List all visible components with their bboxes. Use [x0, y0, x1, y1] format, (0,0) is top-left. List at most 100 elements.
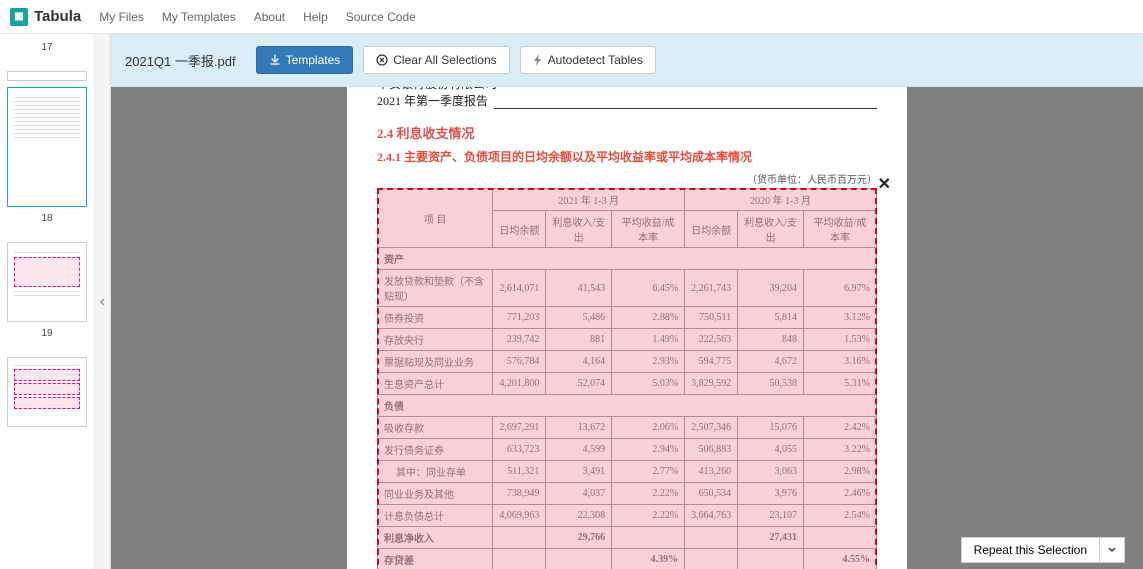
table-row: 生息资产总计4,201,80052,0745.03%3,829,59250,53…: [378, 373, 877, 395]
cell: 4,037: [546, 483, 612, 505]
thumb-page-num: 18: [6, 213, 88, 224]
templates-button[interactable]: Templates: [256, 46, 354, 74]
thumb-20[interactable]: [7, 357, 87, 427]
main: 17 18 19 2021Q1 一季报: [0, 34, 1143, 569]
cell: 2.54%: [803, 505, 876, 527]
thumb-19[interactable]: [7, 242, 87, 322]
cell: 511,321: [493, 461, 546, 483]
brand-icon: ▦: [10, 8, 28, 26]
thumb-selection-preview: [14, 369, 80, 381]
nav-about[interactable]: About: [254, 10, 285, 24]
row-label: 存贷差: [378, 549, 493, 569]
th-item: 项 目: [378, 189, 493, 248]
table-row: 债券投资771,2035,4862.88%750,5115,8143.12%: [378, 307, 877, 329]
row-label: 票据贴现及同业业务: [378, 351, 493, 373]
th-rate: 平均收益/成本率: [803, 211, 876, 248]
thumb-18[interactable]: [7, 87, 87, 207]
row-label: 资产: [378, 248, 877, 270]
cell: [685, 527, 738, 549]
cell: 3,491: [546, 461, 612, 483]
cell: 2.98%: [803, 461, 876, 483]
cell: 29,766: [546, 527, 612, 549]
selection-region[interactable]: ✕ 项 目 2021 年 1-3 月 2020 年 1-3 月 日均余额 利息收…: [377, 188, 877, 569]
cell: 4.55%: [803, 549, 876, 569]
autodetect-label: Autodetect Tables: [548, 53, 643, 67]
cell: 4.39%: [612, 549, 685, 569]
sidebar-splitter[interactable]: [95, 34, 111, 569]
nav-help[interactable]: Help: [303, 10, 328, 24]
doc-header: 平安银行股份有限公司 2021 年第一季度报告 2.4 利息收支情况 2.4.1…: [377, 87, 877, 186]
cell: 881: [546, 329, 612, 351]
cell: 1.49%: [612, 329, 685, 351]
toolbar: 2021Q1 一季报.pdf Templates Clear All Selec…: [111, 34, 1143, 87]
cell: 52,074: [546, 373, 612, 395]
cell: 5.31%: [803, 373, 876, 395]
th-intinc: 利息收入/支出: [738, 211, 804, 248]
thumb-page-num: 17: [6, 42, 88, 53]
repeat-selection-dropdown[interactable]: [1100, 537, 1125, 563]
cell: 41,543: [546, 270, 612, 307]
row-label: 存放央行: [378, 329, 493, 351]
pdf-page: 平安银行股份有限公司 2021 年第一季度报告 2.4 利息收支情况 2.4.1…: [347, 87, 907, 569]
cell: 771,203: [493, 307, 546, 329]
cell: 27,431: [738, 527, 804, 549]
cell: 2,261,743: [685, 270, 738, 307]
sub-title: 2.4.1 主要资产、负债项目的日均余额以及平均收益率或平均成本率情况: [377, 148, 877, 165]
pdf-viewer[interactable]: 平安银行股份有限公司 2021 年第一季度报告 2.4 利息收支情况 2.4.1…: [111, 87, 1143, 569]
thumb-17[interactable]: [7, 71, 87, 81]
row-label: 其中：同业存单: [378, 461, 493, 483]
caret-down-icon: [1108, 547, 1116, 553]
table-row: 利息净收入29,76627,431: [378, 527, 877, 549]
row-label: 负债: [378, 395, 877, 417]
repeat-selection-button[interactable]: Repeat this Selection: [961, 537, 1100, 563]
cell: [493, 549, 546, 569]
cell: 3,829,592: [685, 373, 738, 395]
table-row: 发放贷款和垫款（不含贴现）2,614,07141,5436.45%2,261,7…: [378, 270, 877, 307]
row-label: 同业业务及其他: [378, 483, 493, 505]
cell: 2,507,346: [685, 417, 738, 439]
cell: 576,784: [493, 351, 546, 373]
th-rate: 平均收益/成本率: [612, 211, 685, 248]
cell: 1.53%: [803, 329, 876, 351]
cell: 848: [738, 329, 804, 351]
cell: [612, 527, 685, 549]
cell: 2.42%: [803, 417, 876, 439]
table-row: 票据贴现及同业业务576,7844,1642.93%594,7754,6723.…: [378, 351, 877, 373]
cell: [803, 527, 876, 549]
nav-my-templates[interactable]: My Templates: [162, 10, 236, 24]
th-period1: 2021 年 1-3 月: [493, 189, 685, 211]
doc-underline: [494, 108, 877, 109]
thumb-selection-preview: [14, 397, 80, 409]
cell: 413,260: [685, 461, 738, 483]
cell: 39,204: [738, 270, 804, 307]
cell: [738, 549, 804, 569]
autodetect-button[interactable]: Autodetect Tables: [520, 46, 656, 74]
cell: 2.22%: [612, 505, 685, 527]
cell: 3.12%: [803, 307, 876, 329]
table-row: 负债: [378, 395, 877, 417]
nav-source[interactable]: Source Code: [346, 10, 416, 24]
clear-label: Clear All Selections: [393, 53, 496, 67]
nav-my-files[interactable]: My Files: [99, 10, 144, 24]
clear-icon: [376, 54, 388, 66]
cell: 4,672: [738, 351, 804, 373]
data-table: 项 目 2021 年 1-3 月 2020 年 1-3 月 日均余额 利息收入/…: [377, 188, 877, 569]
row-label: 发行债务证券: [378, 439, 493, 461]
cell: 3,063: [738, 461, 804, 483]
brand[interactable]: ▦ Tabula: [10, 8, 81, 26]
row-label: 债券投资: [378, 307, 493, 329]
close-icon[interactable]: ✕: [878, 174, 891, 194]
cell: 650,534: [685, 483, 738, 505]
th-avgbal: 日均余额: [685, 211, 738, 248]
brand-text: Tabula: [34, 8, 81, 25]
clear-selections-button[interactable]: Clear All Selections: [363, 46, 509, 74]
cell: 3,976: [738, 483, 804, 505]
th-period2: 2020 年 1-3 月: [685, 189, 877, 211]
cell: 750,511: [685, 307, 738, 329]
sidebar: 17 18 19: [0, 34, 95, 569]
top-nav: ▦ Tabula My Files My Templates About Hel…: [0, 0, 1143, 34]
table-row: 资产: [378, 248, 877, 270]
doc-report: 2021 年第一季度报告: [377, 92, 488, 109]
cell: 6.97%: [803, 270, 876, 307]
cell: 50,538: [738, 373, 804, 395]
